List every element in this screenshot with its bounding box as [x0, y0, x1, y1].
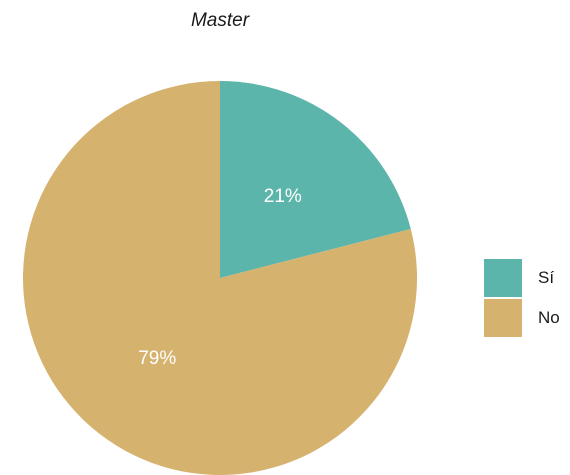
slice-label-no: 79% — [138, 348, 176, 369]
legend-label-no: No — [538, 308, 560, 327]
legend-swatch-no — [484, 299, 522, 337]
pie-slice-si — [220, 81, 411, 278]
legend-label-si: Sí — [538, 268, 555, 287]
legend-item-no: No — [484, 298, 560, 338]
chart-title: Master — [190, 10, 250, 31]
legend: Sí No — [484, 258, 560, 338]
slice-label-si: 21% — [264, 186, 302, 207]
legend-item-si: Sí — [484, 258, 560, 298]
pie-slice-no — [23, 81, 417, 475]
legend-swatch-si — [484, 259, 522, 297]
